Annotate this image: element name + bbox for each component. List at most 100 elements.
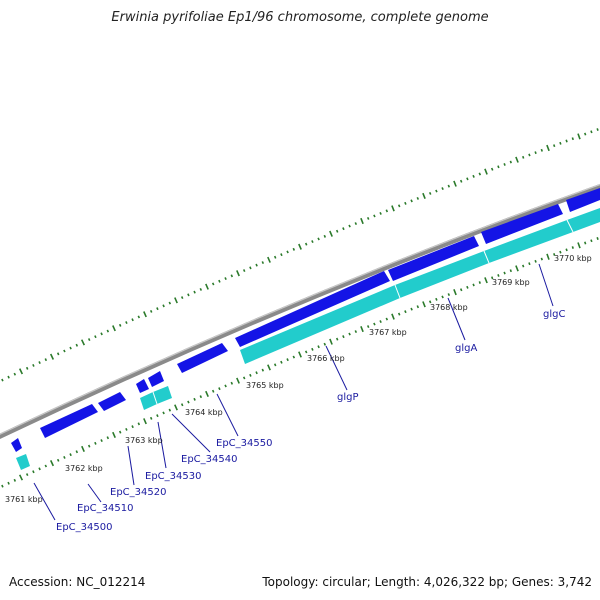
- tick-mark: [69, 346, 72, 350]
- tick-mark: [311, 347, 314, 351]
- kbp-label: 3764 kbp: [185, 408, 223, 417]
- tick-mark: [38, 361, 41, 365]
- cds-epc-34500[interactable]: [11, 438, 22, 452]
- tick-mark: [522, 155, 525, 159]
- tick-mark: [441, 187, 444, 191]
- tick-mark: [1, 484, 4, 488]
- tick-mark: [484, 168, 488, 175]
- tick-mark: [360, 326, 364, 333]
- tick-mark: [218, 387, 221, 391]
- cds-glga-rev[interactable]: [395, 251, 489, 298]
- tick-mark: [435, 297, 438, 301]
- tick-mark: [379, 211, 382, 215]
- tick-mark: [373, 214, 376, 218]
- tick-mark: [540, 257, 543, 261]
- tick-mark: [280, 253, 283, 257]
- tick-mark: [466, 285, 469, 289]
- reverse-strand-cds-track: [16, 208, 600, 470]
- gene-label-track: EpC_34500 EpC_34510 EpC_34520 EpC_34530 …: [56, 309, 565, 533]
- tick-mark: [534, 259, 537, 263]
- cds-next-rev[interactable]: [567, 208, 600, 232]
- cds-glgp[interactable]: [235, 271, 390, 347]
- gene-label-epc-34540[interactable]: EpC_34540: [181, 454, 237, 465]
- tick-mark: [13, 478, 17, 482]
- tick-mark: [261, 368, 265, 372]
- tick-mark: [63, 455, 66, 459]
- tick-mark: [565, 248, 568, 252]
- cds-glgp-rev[interactable]: [240, 285, 400, 364]
- gene-label-leaders: [33, 263, 554, 521]
- tick-mark: [577, 242, 581, 249]
- tick-mark: [180, 403, 184, 407]
- leader-epc-34540: [171, 413, 211, 453]
- tick-mark: [385, 209, 389, 213]
- tick-mark: [193, 397, 196, 401]
- tick-mark: [404, 310, 407, 314]
- tick-mark: [242, 269, 246, 273]
- cds-epc-34550[interactable]: [177, 343, 228, 373]
- tick-mark: [273, 255, 277, 259]
- cds-epc-34540[interactable]: [148, 371, 164, 387]
- tick-mark: [391, 205, 395, 212]
- tick-mark: [466, 177, 469, 181]
- cds-epc-34520[interactable]: [98, 392, 126, 411]
- leader-epc-34550: [216, 393, 239, 437]
- cds-epc-34540-rev[interactable]: [153, 386, 172, 404]
- tick-mark: [571, 246, 574, 249]
- gene-label-epc-34550[interactable]: EpC_34550: [216, 438, 272, 449]
- tick-mark: [404, 201, 407, 205]
- tick-mark: [49, 353, 55, 360]
- cds-glgc-rev[interactable]: [484, 220, 573, 263]
- cds-epc-34500-rev[interactable]: [16, 454, 30, 470]
- tick-mark: [174, 297, 178, 304]
- tick-mark: [224, 277, 227, 281]
- kbp-label: 3770 kbp: [554, 254, 592, 263]
- tick-mark: [1, 378, 4, 382]
- gene-label-glga[interactable]: glgA: [455, 343, 477, 354]
- cds-epc-34530-rev[interactable]: [140, 392, 157, 410]
- leader-glgp: [325, 345, 348, 391]
- tick-mark: [224, 384, 227, 388]
- tick-mark: [503, 163, 506, 166]
- tick-mark: [509, 160, 512, 164]
- tick-mark: [515, 156, 519, 163]
- gene-label-epc-34530[interactable]: EpC_34530: [145, 471, 201, 482]
- tick-mark: [559, 250, 562, 254]
- tick-mark: [143, 418, 147, 425]
- tick-mark: [503, 271, 506, 275]
- gene-label-glgp[interactable]: glgP: [337, 392, 359, 403]
- cds-glgc[interactable]: [481, 204, 563, 244]
- tick-mark: [528, 153, 531, 157]
- cds-glga[interactable]: [388, 236, 479, 281]
- tick-mark: [441, 295, 444, 299]
- gene-label-epc-34520[interactable]: EpC_34520: [110, 487, 166, 498]
- tick-mark: [546, 253, 550, 260]
- tick-mark: [199, 395, 203, 399]
- kbp-label: 3768 kbp: [430, 303, 468, 312]
- tick-mark: [168, 301, 172, 305]
- tick-mark: [435, 189, 438, 193]
- tick-mark: [497, 165, 500, 169]
- tick-mark: [267, 256, 271, 263]
- tick-mark: [112, 325, 116, 332]
- tick-mark: [590, 239, 593, 243]
- tick-mark: [329, 230, 333, 237]
- gene-label-epc-34500[interactable]: EpC_34500: [56, 522, 112, 533]
- tick-mark: [187, 293, 190, 297]
- cds-next[interactable]: [566, 188, 600, 212]
- tick-mark: [491, 276, 494, 280]
- cds-epc-34510[interactable]: [40, 404, 98, 438]
- tick-mark: [131, 425, 134, 429]
- cds-boundary: [483, 250, 490, 264]
- tick-mark: [118, 430, 122, 434]
- kbp-label: 3765 kbp: [246, 381, 284, 390]
- tick-mark: [348, 332, 351, 336]
- cds-epc-34530[interactable]: [136, 379, 149, 393]
- tick-mark: [38, 467, 41, 471]
- gene-label-glgc[interactable]: glgC: [543, 309, 565, 320]
- leader-epc-34530: [157, 421, 167, 469]
- tick-mark: [410, 199, 413, 203]
- gene-label-epc-34510[interactable]: EpC_34510: [77, 503, 133, 514]
- tick-mark: [478, 172, 482, 176]
